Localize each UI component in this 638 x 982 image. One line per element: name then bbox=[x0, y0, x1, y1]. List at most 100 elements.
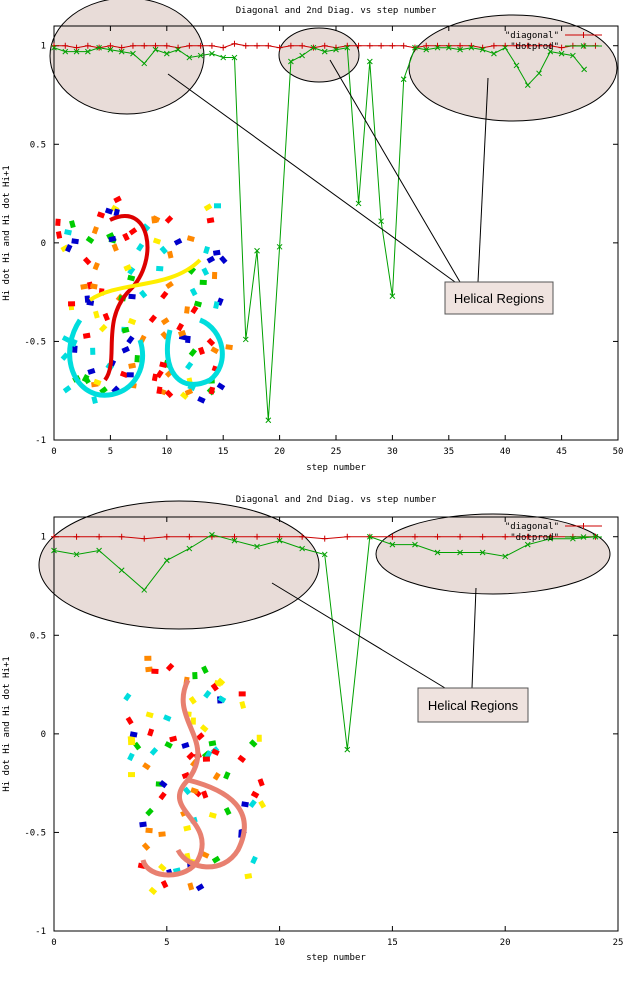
data-point-plus bbox=[254, 533, 261, 540]
nucleotide-block bbox=[127, 735, 136, 742]
data-point-plus bbox=[400, 42, 407, 49]
y-tick-label: 1 bbox=[41, 533, 46, 543]
data-point-plus bbox=[152, 42, 159, 49]
nucleotide-block bbox=[214, 203, 221, 209]
data-point-cross bbox=[254, 543, 260, 550]
nucleotide-block bbox=[183, 825, 192, 832]
data-point-cross bbox=[502, 553, 509, 560]
legend-marker bbox=[580, 523, 587, 529]
nucleotide-block bbox=[127, 317, 137, 326]
nucleotide-block bbox=[206, 255, 216, 264]
data-point-plus bbox=[163, 42, 170, 49]
data-point-plus bbox=[84, 42, 91, 49]
nucleotide-block bbox=[206, 217, 215, 224]
backbone-ribbon bbox=[175, 777, 247, 870]
nucleotide-block bbox=[151, 373, 159, 382]
data-point-cross bbox=[265, 417, 272, 424]
x-tick-label: 40 bbox=[500, 447, 511, 457]
rna-structure-image bbox=[123, 655, 267, 896]
y-tick-label: 1 bbox=[41, 42, 46, 52]
nucleotide-block bbox=[125, 716, 134, 725]
nucleotide-block bbox=[108, 235, 117, 243]
legend-marker bbox=[580, 43, 587, 49]
data-point-cross bbox=[220, 54, 227, 61]
nucleotide-block bbox=[239, 701, 247, 710]
nucleotide-block bbox=[158, 831, 166, 838]
nucleotide-block bbox=[241, 801, 249, 808]
data-point-cross bbox=[479, 46, 486, 53]
nucleotide-block bbox=[258, 800, 267, 809]
data-point-plus bbox=[276, 44, 283, 51]
data-point-plus bbox=[276, 533, 283, 540]
data-point-cross bbox=[468, 44, 475, 51]
data-point-plus bbox=[141, 42, 148, 49]
data-point-plus bbox=[231, 533, 238, 540]
data-point-cross bbox=[51, 44, 57, 51]
nucleotide-block bbox=[72, 345, 78, 353]
nucleotide-block bbox=[85, 235, 95, 244]
data-point-cross bbox=[118, 48, 125, 55]
nucleotide-block bbox=[185, 335, 191, 344]
data-point-cross bbox=[513, 62, 520, 69]
data-point-plus bbox=[118, 44, 125, 51]
x-tick-label: 30 bbox=[387, 447, 398, 457]
y-tick-label: 0.5 bbox=[30, 631, 46, 641]
nucleotide-block bbox=[199, 724, 209, 733]
data-point-plus bbox=[524, 42, 531, 49]
data-point-plus bbox=[208, 42, 215, 49]
x-tick-label: 45 bbox=[556, 447, 567, 457]
data-point-cross bbox=[536, 70, 542, 77]
nucleotide-block bbox=[201, 790, 209, 799]
data-point-cross bbox=[310, 44, 317, 51]
plot-frame bbox=[53, 516, 619, 932]
nucleotide-block bbox=[134, 355, 140, 363]
backbone-ribbon bbox=[103, 214, 150, 382]
nucleotide-block bbox=[102, 312, 110, 322]
data-point-plus bbox=[411, 533, 418, 540]
chart-title: Diagonal and 2nd Diag. vs step number bbox=[236, 495, 437, 505]
nucleotide-block bbox=[158, 780, 168, 789]
nucleotide-block bbox=[197, 396, 206, 404]
nucleotide-block bbox=[201, 267, 210, 276]
data-point-plus bbox=[287, 42, 294, 49]
nucleotide-block bbox=[164, 389, 174, 399]
x-tick-label: 25 bbox=[331, 447, 342, 457]
data-point-cross bbox=[84, 48, 91, 55]
data-point-plus bbox=[389, 42, 396, 49]
nucleotide-block bbox=[104, 207, 114, 215]
data-point-cross bbox=[570, 52, 576, 59]
nucleotide-block bbox=[144, 655, 152, 661]
nucleotide-block bbox=[128, 293, 136, 300]
nucleotide-block bbox=[145, 711, 154, 719]
data-point-plus bbox=[479, 533, 486, 540]
nucleotide-block bbox=[55, 231, 63, 239]
backbone-ribbon bbox=[67, 318, 146, 398]
data-point-cross bbox=[254, 247, 260, 254]
nucleotide-block bbox=[206, 337, 216, 347]
nucleotide-block bbox=[188, 696, 197, 705]
data-point-cross bbox=[141, 587, 148, 593]
rna-structure-image bbox=[55, 195, 233, 405]
callout-box bbox=[417, 687, 529, 723]
data-point-cross bbox=[491, 50, 497, 57]
nucleotide-block bbox=[250, 855, 258, 865]
data-point-cross bbox=[299, 545, 306, 552]
data-point-plus bbox=[118, 533, 125, 540]
data-point-cross bbox=[524, 541, 531, 548]
data-point-cross bbox=[209, 531, 215, 538]
nucleotide-block bbox=[216, 677, 226, 686]
nucleotide-block bbox=[217, 695, 227, 704]
x-tick-label: 20 bbox=[500, 938, 511, 948]
data-point-cross bbox=[231, 537, 238, 544]
data-point-plus bbox=[457, 533, 464, 540]
nucleotide-block bbox=[147, 728, 155, 737]
nucleotide-block bbox=[211, 271, 218, 280]
nucleotide-block bbox=[219, 255, 228, 265]
data-point-cross bbox=[434, 549, 441, 556]
nucleotide-block bbox=[148, 886, 158, 896]
nucleotide-block bbox=[156, 386, 163, 395]
callout-box bbox=[444, 281, 554, 315]
data-point-cross bbox=[197, 52, 204, 59]
data-point-cross bbox=[333, 46, 339, 53]
